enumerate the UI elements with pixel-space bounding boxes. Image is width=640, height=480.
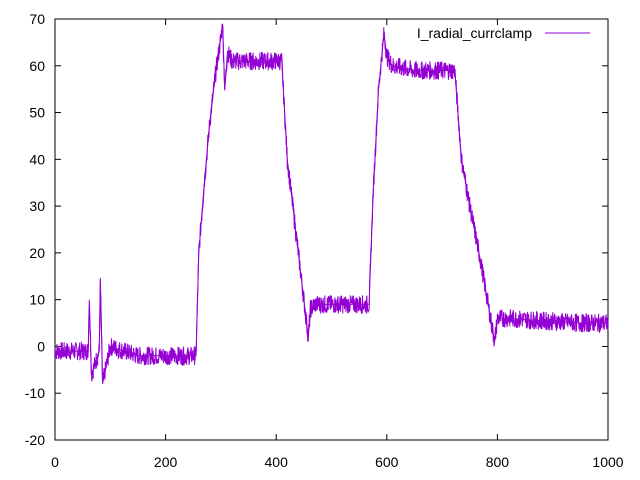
plot-frame bbox=[54, 18, 609, 441]
y-tick-label: 70 bbox=[29, 11, 45, 27]
y-tick-label: 0 bbox=[37, 338, 45, 354]
plot-border bbox=[54, 18, 609, 441]
series-line-core bbox=[55, 23, 608, 384]
x-tick-label: 0 bbox=[51, 454, 59, 470]
y-axis: -20 -10 0 10 20 30 40 50 60 70 bbox=[25, 11, 608, 448]
y-tick-label: -10 bbox=[25, 385, 45, 401]
x-tick-label: 600 bbox=[375, 454, 399, 470]
y-tick-label: 30 bbox=[29, 198, 45, 214]
legend: I_radial_currclamp bbox=[417, 25, 590, 41]
y-tick-label: 20 bbox=[29, 245, 45, 261]
y-tick-label: 60 bbox=[29, 58, 45, 74]
x-tick-label: 200 bbox=[154, 454, 178, 470]
y-tick-label: -20 bbox=[25, 432, 45, 448]
series-line bbox=[54, 23, 609, 384]
x-tick-label: 1000 bbox=[592, 454, 623, 470]
legend-label: I_radial_currclamp bbox=[417, 25, 532, 41]
x-tick-label: 800 bbox=[486, 454, 510, 470]
y-tick-label: 50 bbox=[29, 105, 45, 121]
y-tick-label: 40 bbox=[29, 151, 45, 167]
y-tick-label: 10 bbox=[29, 292, 45, 308]
x-tick-label: 400 bbox=[265, 454, 289, 470]
x-axis: 0 200 400 600 800 1000 bbox=[51, 19, 624, 470]
series-layer bbox=[54, 23, 609, 384]
